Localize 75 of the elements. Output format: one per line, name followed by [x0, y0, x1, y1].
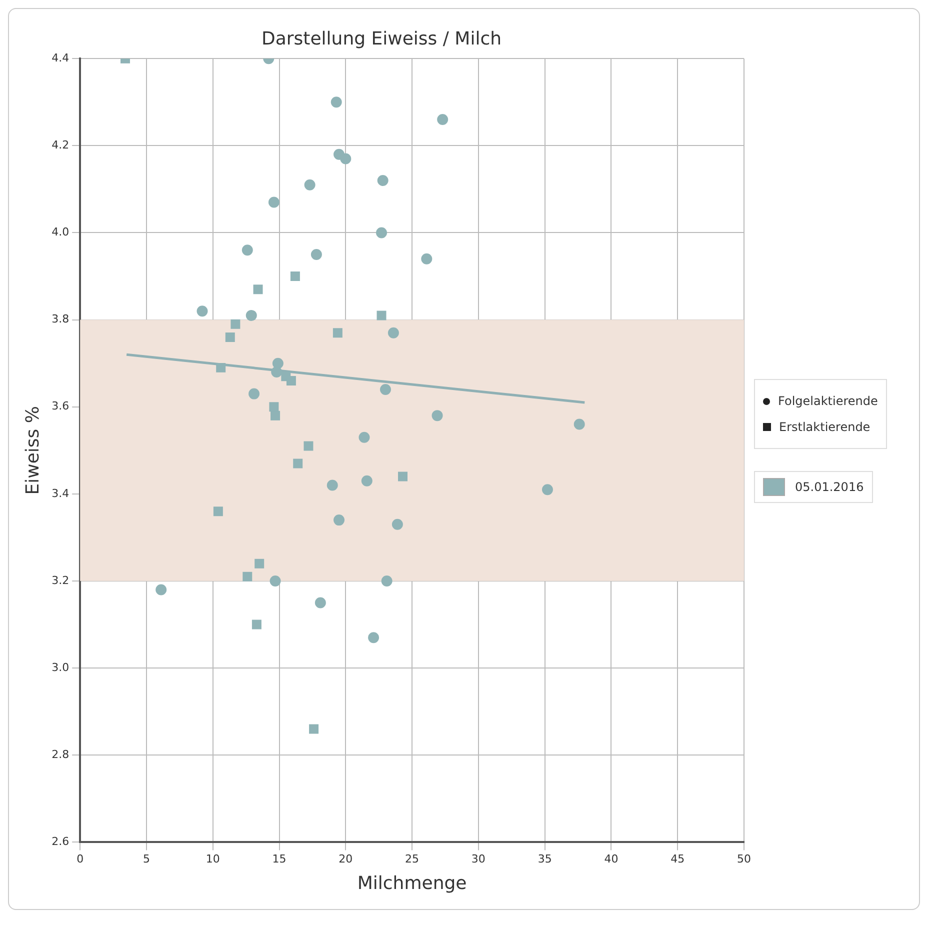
point	[368, 632, 380, 644]
x-tick-label: 10	[206, 852, 220, 866]
point	[269, 402, 279, 412]
point	[421, 253, 432, 264]
point	[314, 597, 326, 608]
point	[290, 272, 300, 282]
point	[332, 328, 342, 338]
point	[380, 384, 391, 395]
point	[377, 174, 388, 186]
point	[270, 410, 280, 420]
point	[309, 724, 319, 734]
point	[542, 484, 553, 496]
point	[437, 114, 448, 126]
legend-title: 05.01.2016	[795, 480, 864, 494]
y-tick-label: 4.2	[52, 138, 70, 152]
point	[230, 319, 240, 329]
point	[376, 310, 386, 320]
point	[225, 332, 235, 342]
y-tick-label: 2.6	[52, 835, 70, 848]
x-tick-label: 35	[538, 852, 552, 866]
x-axis-title: Milchmenge	[357, 872, 467, 894]
point	[242, 572, 252, 582]
point	[398, 472, 408, 482]
point	[286, 376, 296, 386]
point	[358, 432, 370, 443]
point	[270, 576, 281, 586]
x-tick-label: 30	[471, 852, 486, 866]
chart-title: Darstellung Eiweiss / Milch	[261, 28, 502, 50]
x-tick-label: 0	[76, 852, 84, 866]
point	[213, 506, 223, 516]
point	[268, 196, 280, 208]
text: Erstlaktierende	[778, 419, 872, 436]
y-tick-label: 2.8	[52, 748, 70, 761]
x-tick-label: 45	[670, 852, 685, 866]
x-tick-label: 50	[737, 852, 751, 866]
point	[376, 227, 388, 238]
point	[156, 584, 167, 596]
point	[272, 358, 284, 369]
point	[252, 620, 262, 630]
point	[432, 410, 443, 422]
y-tick-label: 3.2	[52, 574, 70, 587]
point	[326, 480, 338, 491]
x-tick-label: 5	[142, 852, 150, 866]
point	[330, 96, 342, 108]
y-tick-label: 3.4	[52, 486, 70, 500]
y-tick-label: 3.8	[52, 312, 70, 326]
point	[310, 249, 322, 260]
y-tick-label: 3.6	[52, 400, 70, 413]
point	[304, 179, 316, 190]
x-tick-label: 20	[338, 852, 353, 866]
point	[293, 458, 303, 468]
point	[248, 388, 260, 400]
point	[253, 284, 263, 294]
text: Folgelaktierende	[777, 393, 878, 410]
point	[271, 366, 282, 378]
point	[388, 327, 399, 338]
point	[246, 310, 257, 321]
point	[196, 306, 208, 317]
point	[361, 475, 372, 486]
point	[574, 418, 585, 430]
point	[392, 518, 403, 530]
point	[304, 441, 314, 451]
point	[381, 576, 392, 586]
point	[242, 244, 253, 256]
point	[340, 153, 352, 164]
x-tick-label: 40	[604, 852, 618, 866]
y-tick-label: 3.0	[52, 660, 70, 674]
x-tick-label: 15	[272, 852, 286, 866]
point	[216, 362, 226, 372]
point	[254, 558, 264, 568]
point	[334, 514, 345, 526]
y-axis-title: Eiweiss %	[22, 406, 44, 495]
y-tick-label: 4.4	[52, 51, 70, 64]
y-tick-label: 4.0	[52, 226, 70, 239]
x-tick-label: 25	[405, 852, 420, 866]
